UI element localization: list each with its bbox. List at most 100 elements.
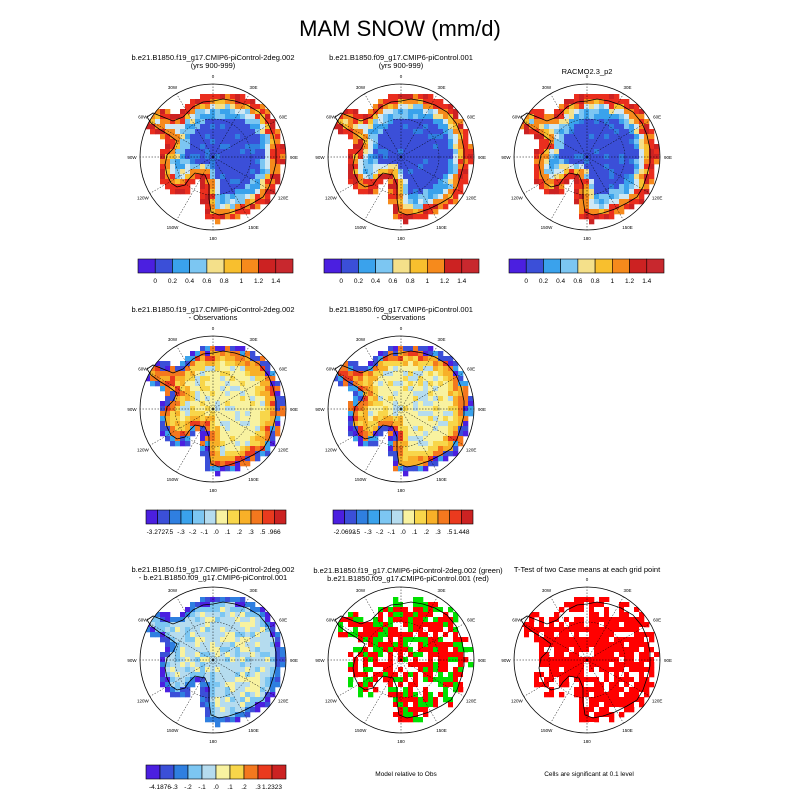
panel-subtitle: - b.e21.B1850.f09_g17.CMIP6-piControl.00… <box>139 573 287 582</box>
map-cell <box>378 416 384 422</box>
map-cell <box>403 461 409 467</box>
map-cell <box>230 154 236 160</box>
map-cell <box>255 124 261 130</box>
map-cell <box>403 169 409 175</box>
map-cell <box>220 139 226 145</box>
map-cell <box>240 381 246 387</box>
map-cell <box>225 677 231 683</box>
map-cell <box>205 169 211 175</box>
map-cell <box>255 431 261 437</box>
map-cell <box>250 411 256 417</box>
map-cell <box>619 682 625 688</box>
map-cell <box>418 204 424 210</box>
map-cell <box>584 174 590 180</box>
map-cell <box>195 386 201 392</box>
map-cell <box>343 617 349 623</box>
map-cell <box>413 461 419 467</box>
map-cell <box>534 612 540 618</box>
map-cell <box>378 134 384 140</box>
map-cell <box>584 119 590 125</box>
map-cell <box>413 99 419 105</box>
map-cell <box>190 119 196 125</box>
map-cell <box>639 144 645 150</box>
map-cell <box>639 179 645 185</box>
map-cell <box>373 617 379 623</box>
map-cell <box>210 371 216 377</box>
map-cell <box>160 652 166 658</box>
map-cell <box>155 627 161 633</box>
map-cell <box>619 612 625 618</box>
map-cell <box>383 381 389 387</box>
map-cell <box>388 149 394 155</box>
map-cell <box>235 597 241 603</box>
coastline <box>334 601 465 719</box>
map-cell <box>539 109 545 115</box>
map-cell <box>413 456 419 462</box>
map-cell <box>433 144 439 150</box>
map-cell <box>200 381 206 387</box>
map-cell <box>654 149 660 155</box>
map-cell <box>559 149 565 155</box>
map-cell <box>463 421 469 427</box>
map-cell <box>260 702 266 708</box>
map-cell <box>619 687 625 693</box>
map-cell <box>235 159 241 165</box>
map-cell <box>275 672 281 678</box>
map-cell <box>549 179 555 185</box>
map-cell <box>200 647 206 653</box>
map-cell <box>609 144 615 150</box>
map-cell <box>210 174 216 180</box>
map-cell <box>564 144 570 150</box>
map-cell <box>438 396 444 402</box>
map-cell <box>265 637 271 643</box>
map-cell <box>235 164 241 170</box>
map-cell <box>220 622 226 628</box>
map-cell <box>215 471 221 477</box>
map-cell <box>200 682 206 688</box>
map-cell <box>368 396 374 402</box>
map-cell <box>549 667 555 673</box>
colorbar-label: .5 <box>260 529 266 536</box>
map-cell <box>235 406 241 412</box>
map-cell <box>240 597 246 603</box>
map-cell <box>458 441 464 447</box>
map-cell <box>413 124 419 130</box>
map-cell <box>358 441 364 447</box>
map-cell <box>373 119 379 125</box>
map-cell <box>200 119 206 125</box>
map-cell <box>604 139 610 145</box>
map-cell <box>165 411 171 417</box>
map-cell <box>554 672 560 678</box>
map-cell <box>270 164 276 170</box>
map-cell <box>255 159 261 165</box>
map-cell <box>205 632 211 638</box>
map-cell <box>165 667 171 673</box>
map-cell <box>210 617 216 623</box>
map-cell <box>170 376 176 382</box>
map-cell <box>235 426 241 432</box>
map-cell <box>468 662 474 668</box>
map-cell <box>529 622 535 628</box>
map-cell <box>353 627 359 633</box>
map-cell <box>383 627 389 633</box>
map-cell <box>584 717 590 723</box>
map-cell <box>230 421 236 427</box>
map-cell <box>175 657 181 663</box>
lon-tick-label: 90E <box>478 155 486 160</box>
map-cell <box>388 94 394 100</box>
map-cell <box>408 134 414 140</box>
map-cells <box>328 346 474 477</box>
map-cell <box>368 139 374 145</box>
map-cell <box>205 692 211 698</box>
map-cell <box>175 642 181 648</box>
colorbar-label: -.1 <box>201 529 209 536</box>
map-cell <box>614 124 620 130</box>
map-cell <box>438 391 444 397</box>
map-cell <box>270 144 276 150</box>
map-cell <box>574 607 580 613</box>
map-cell <box>433 421 439 427</box>
map-cell <box>165 144 171 150</box>
map-cell <box>190 361 196 367</box>
map-cell <box>614 647 620 653</box>
map-cell <box>170 164 176 170</box>
